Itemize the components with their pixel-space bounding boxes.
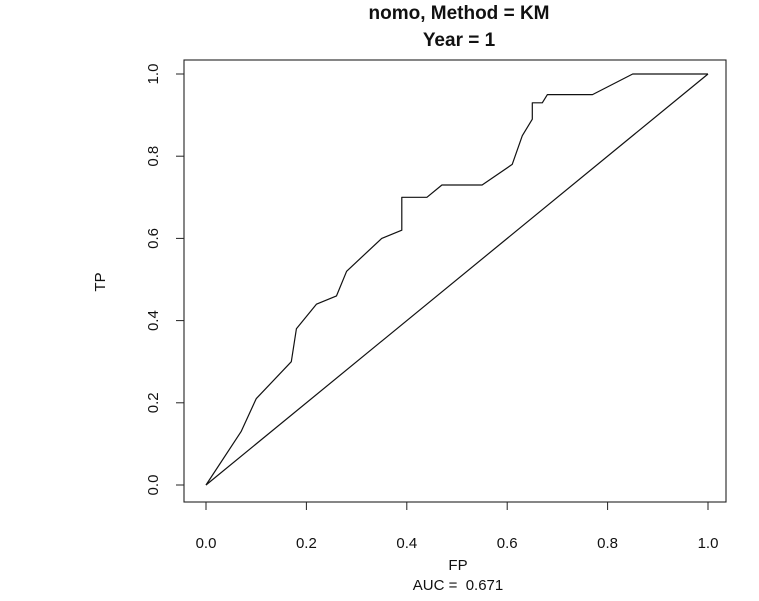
x-tick-label: 0.6	[497, 535, 518, 552]
y-tick-label: 1.0	[145, 64, 162, 85]
y-tick-label: 0.6	[145, 228, 162, 249]
x-tick-label: 0.2	[296, 535, 317, 552]
y-tick-label: 0.8	[145, 146, 162, 167]
reference-diagonal-line	[205, 73, 709, 486]
series-group	[205, 73, 709, 486]
x-tick-label: 1.0	[698, 535, 719, 552]
x-tick-label: 0.0	[196, 535, 217, 552]
y-tick-label: 0.0	[145, 475, 162, 496]
y-tick-label: 0.2	[145, 392, 162, 413]
y-axis-label: TP	[92, 272, 109, 291]
x-tick-label: 0.4	[396, 535, 417, 552]
x-tick-label: 0.8	[597, 535, 618, 552]
roc-curve-line	[205, 73, 708, 486]
x-ticks: 0.0 0.2 0.4 0.6 0.8 1.0	[196, 502, 719, 552]
x-axis-label: FP	[448, 557, 467, 574]
chart-subtitle: Year = 1	[423, 30, 496, 51]
auc-annotation: AUC = 0.671	[413, 577, 503, 594]
y-tick-label: 0.4	[145, 310, 162, 331]
y-ticks: 0.0 0.2 0.4 0.6 0.8 1.0	[145, 64, 184, 496]
chart-title: nomo, Method = KM	[368, 3, 549, 24]
